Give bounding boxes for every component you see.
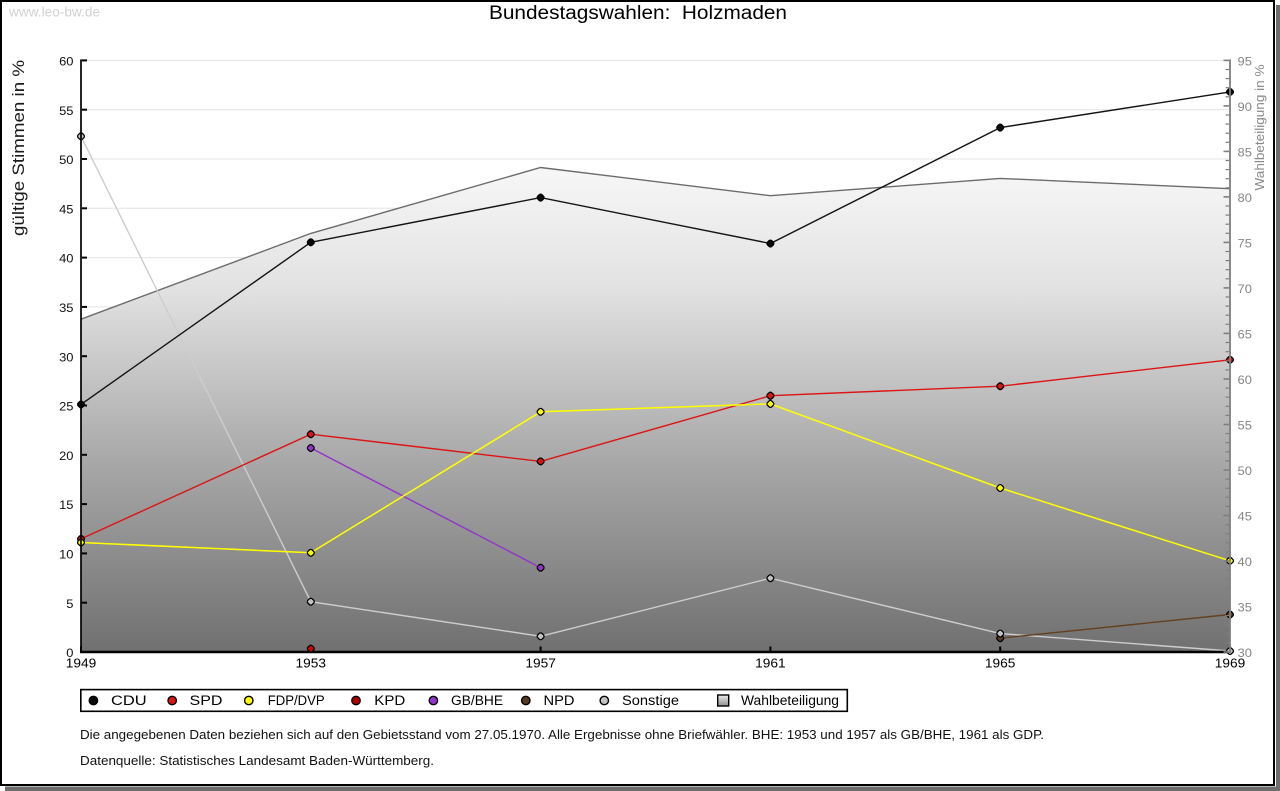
svg-text:30: 30 <box>1238 646 1253 660</box>
svg-text:60: 60 <box>59 55 74 69</box>
svg-text:GB/BHE: GB/BHE <box>451 693 503 708</box>
svg-text:1961: 1961 <box>755 656 786 671</box>
svg-text:FDP/DVP: FDP/DVP <box>268 693 325 708</box>
svg-text:www.leo-bw.de: www.leo-bw.de <box>8 4 100 20</box>
svg-text:55: 55 <box>59 104 74 118</box>
svg-text:80: 80 <box>1238 191 1253 205</box>
svg-text:0: 0 <box>66 646 74 660</box>
svg-text:60: 60 <box>1238 373 1253 387</box>
svg-text:90: 90 <box>1238 100 1253 114</box>
svg-text:Bundestagswahlen: Holzmaden: Bundestagswahlen: Holzmaden <box>489 3 787 24</box>
svg-text:Datenquelle: Statistisches Lan: Datenquelle: Statistisches Landesamt Bad… <box>80 753 434 768</box>
svg-text:45: 45 <box>1238 510 1253 524</box>
svg-text:gültige Stimmen in %: gültige Stimmen in % <box>10 60 28 236</box>
svg-text:85: 85 <box>1238 146 1253 160</box>
svg-text:CDU: CDU <box>111 693 147 708</box>
svg-text:70: 70 <box>1238 282 1253 296</box>
svg-text:NPD: NPD <box>544 693 575 708</box>
svg-text:1957: 1957 <box>525 656 556 671</box>
svg-text:15: 15 <box>59 498 74 512</box>
svg-text:35: 35 <box>1238 601 1253 615</box>
svg-text:40: 40 <box>1238 555 1253 569</box>
svg-text:Wahlbeteiligung in %: Wahlbeteiligung in % <box>1253 65 1267 191</box>
svg-text:20: 20 <box>59 449 74 463</box>
svg-text:50: 50 <box>1238 464 1253 478</box>
svg-text:40: 40 <box>59 252 74 266</box>
svg-text:45: 45 <box>59 202 74 216</box>
svg-text:Wahlbeteiligung: Wahlbeteiligung <box>741 693 839 708</box>
svg-text:30: 30 <box>59 350 74 364</box>
svg-text:1969: 1969 <box>1215 656 1246 671</box>
svg-text:Sonstige: Sonstige <box>622 693 679 708</box>
svg-text:1953: 1953 <box>296 656 327 671</box>
svg-text:1965: 1965 <box>985 656 1016 671</box>
svg-text:95: 95 <box>1238 55 1253 69</box>
svg-text:Die angegebenen Daten beziehen: Die angegebenen Daten beziehen sich auf … <box>80 727 1044 742</box>
svg-text:SPD: SPD <box>190 693 223 708</box>
svg-text:5: 5 <box>66 597 74 611</box>
svg-text:65: 65 <box>1238 328 1253 342</box>
svg-text:10: 10 <box>59 548 74 562</box>
svg-text:50: 50 <box>59 153 74 167</box>
svg-text:75: 75 <box>1238 237 1253 251</box>
svg-text:1949: 1949 <box>66 656 97 671</box>
svg-text:25: 25 <box>59 400 74 414</box>
svg-text:35: 35 <box>59 301 74 315</box>
svg-text:KPD: KPD <box>374 693 405 708</box>
svg-text:55: 55 <box>1238 419 1253 433</box>
